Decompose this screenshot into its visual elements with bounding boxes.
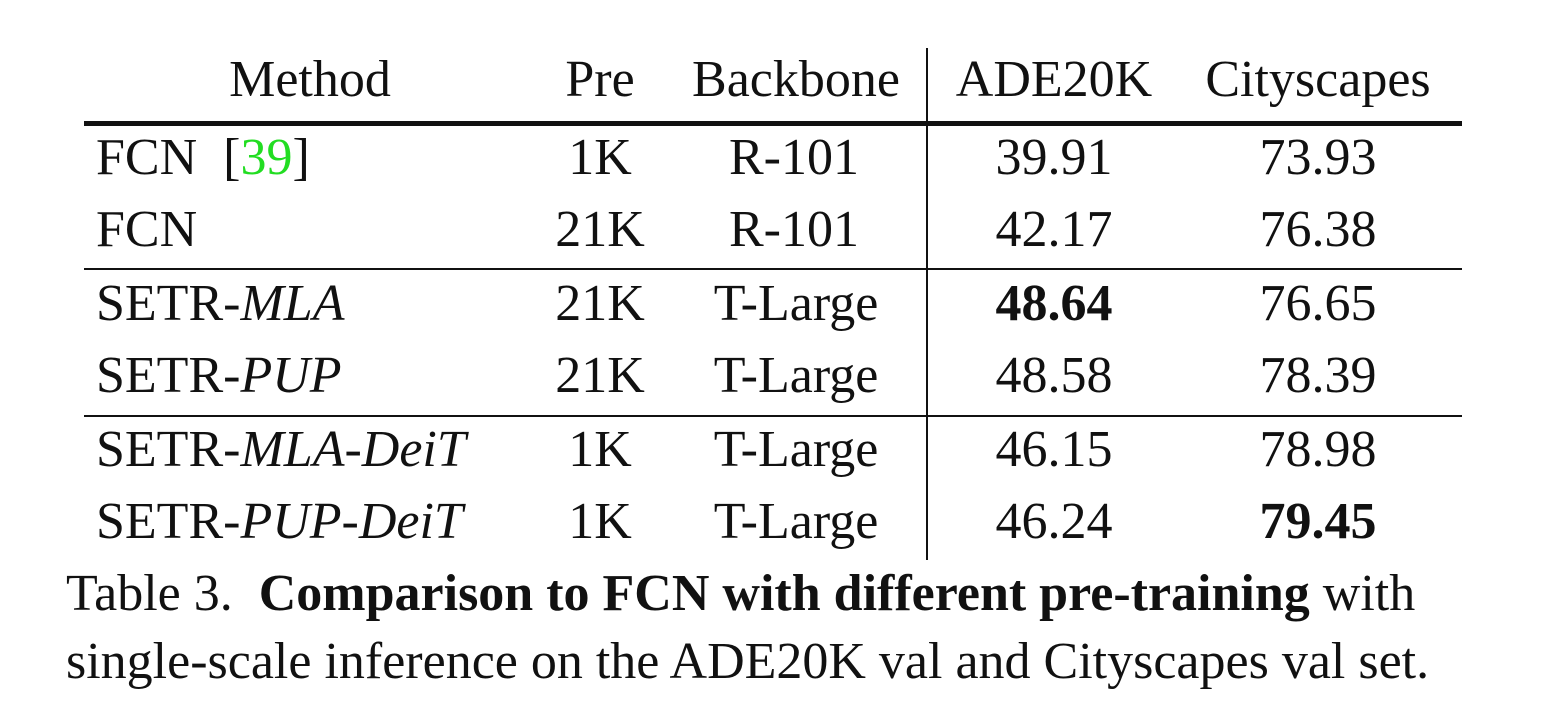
method-prefix: SETR- xyxy=(96,347,241,404)
method-prefix: FCN xyxy=(96,129,198,186)
pre-cell: 1K xyxy=(568,493,632,550)
ade20k-cell: 48.58 xyxy=(995,347,1113,404)
ade20k-cell: 39.91 xyxy=(995,129,1113,186)
method-cell: SETR-PUP xyxy=(96,350,342,402)
backbone-cell: T-Large xyxy=(713,275,879,332)
backbone-cell: T-Large xyxy=(713,421,879,478)
pre-cell: 21K xyxy=(555,275,645,332)
header-ade20k: ADE20K xyxy=(955,51,1153,108)
pre-cell: 1K xyxy=(568,129,632,186)
ade20k-cell: 46.15 xyxy=(995,421,1113,478)
method-prefix: FCN xyxy=(96,201,198,258)
section-rule xyxy=(84,415,1462,417)
column-separator xyxy=(926,48,928,560)
method-prefix: SETR- xyxy=(96,421,241,478)
cityscapes-cell: 76.65 xyxy=(1259,275,1377,332)
method-variant: PUP xyxy=(240,347,342,404)
method-citation[interactable]: [39] xyxy=(197,129,310,186)
citation-link[interactable]: 39 xyxy=(240,129,293,186)
results-table: Method Pre Backbone ADE20K Cityscapes FC… xyxy=(84,48,1462,560)
method-variant: MLA-DeiT xyxy=(240,421,466,478)
method-prefix: SETR- xyxy=(96,275,241,332)
caption-bold-text: Comparison to FCN with different pre-tra… xyxy=(258,565,1310,622)
pre-cell: 1K xyxy=(568,421,632,478)
method-cell: SETR-MLA xyxy=(96,278,344,330)
method-cell: FCN xyxy=(96,204,197,256)
backbone-cell: R-101 xyxy=(729,201,859,258)
header-method: Method xyxy=(229,51,391,108)
cityscapes-cell: 76.38 xyxy=(1259,201,1377,258)
cityscapes-cell: 78.98 xyxy=(1259,421,1377,478)
method-variant: MLA xyxy=(240,275,345,332)
caption-rest-text: with single-scale inference on the ADE20… xyxy=(66,565,1430,690)
method-cell: FCN [39] xyxy=(96,132,310,184)
method-variant: PUP-DeiT xyxy=(240,493,463,550)
backbone-cell: T-Large xyxy=(713,347,879,404)
pre-cell: 21K xyxy=(555,201,645,258)
caption-label: Table 3. xyxy=(66,565,233,622)
cityscapes-cell: 78.39 xyxy=(1259,347,1377,404)
cityscapes-cell-best: 79.45 xyxy=(1259,493,1377,550)
method-cell: SETR-PUP-DeiT xyxy=(96,496,463,548)
method-prefix: SETR- xyxy=(96,493,241,550)
ade20k-cell-best: 48.64 xyxy=(995,275,1113,332)
header-rule xyxy=(84,121,1462,126)
cityscapes-cell: 73.93 xyxy=(1259,129,1377,186)
ade20k-cell: 46.24 xyxy=(995,493,1113,550)
ade20k-cell: 42.17 xyxy=(995,201,1113,258)
method-cell: SETR-MLA-DeiT xyxy=(96,424,466,476)
header-cityscapes: Cityscapes xyxy=(1205,51,1431,108)
header-backbone: Backbone xyxy=(692,51,900,108)
pre-cell: 21K xyxy=(555,347,645,404)
table-caption: Table 3. Comparison to FCN with differen… xyxy=(66,560,1496,696)
section-rule xyxy=(84,268,1462,270)
backbone-cell: T-Large xyxy=(713,493,879,550)
backbone-cell: R-101 xyxy=(729,129,859,186)
header-pre: Pre xyxy=(565,51,635,108)
